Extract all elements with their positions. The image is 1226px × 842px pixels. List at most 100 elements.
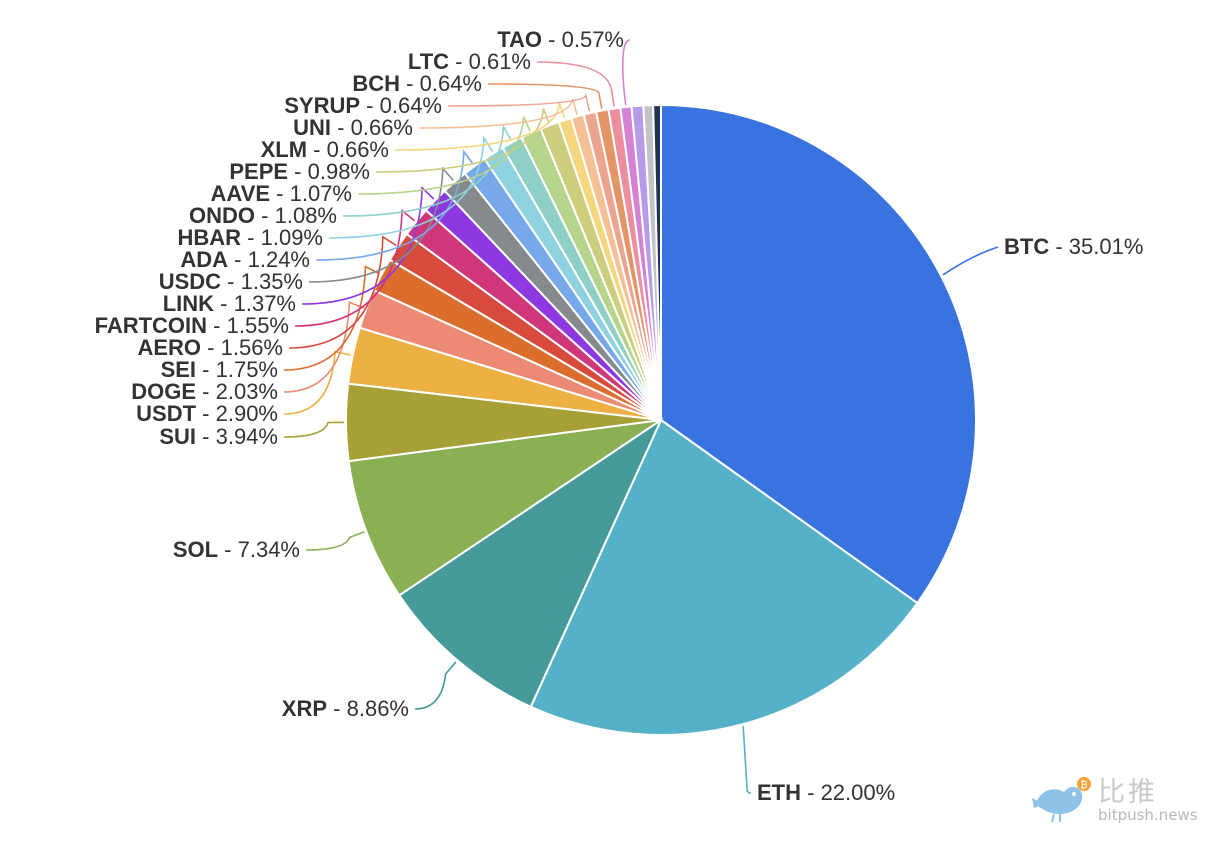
slice-label-name: PEPE (229, 159, 288, 184)
pie-slice-xrp (397, 417, 664, 709)
slice-label-name: DOGE (131, 379, 196, 404)
leader-lines (283, 39, 999, 794)
slice-label-value: 0.57% (562, 27, 624, 52)
slice-label-name: XRP (282, 696, 327, 721)
slice-label-separator: - (255, 203, 275, 228)
slice-label-name: TAO (497, 27, 542, 52)
slice-label-separator: - (201, 335, 221, 360)
slice-label-separator: - (288, 159, 308, 184)
slice-label-value: 1.08% (275, 203, 337, 228)
leader-line-ondo (342, 123, 512, 217)
slice-label-sui: SUI - 3.94% (159, 424, 278, 449)
slice-label-aero: AERO - 1.56% (137, 335, 283, 360)
slice-label-name: SOL (173, 537, 218, 562)
slice-label-name: BCH (352, 71, 400, 96)
slice-label-name: UNI (293, 115, 331, 140)
slice-label-name: AAVE (211, 181, 271, 206)
leader-line-ltc (536, 61, 615, 107)
slice-label-name: LTC (408, 49, 449, 74)
leader-line-pepe (375, 108, 550, 173)
slice-label-fartcoin: FARTCOIN - 1.55% (95, 313, 289, 338)
slice-label-value: 2.03% (216, 379, 278, 404)
pie-slice-sol (347, 419, 662, 597)
slice-label-separator: - (307, 137, 327, 162)
slice-label-hbar: HBAR - 1.09% (177, 225, 323, 250)
leader-line-doge (283, 301, 365, 393)
slice-label-value: 1.24% (248, 247, 310, 272)
slice-label-separator: - (221, 269, 241, 294)
slice-label-value: 0.98% (308, 159, 370, 184)
slice-label-xlm: XLM - 0.66% (261, 137, 389, 162)
slice-label-separator: - (331, 115, 351, 140)
slice-label-ltc: LTC - 0.61% (408, 49, 531, 74)
slice-label-uni: UNI - 0.66% (293, 115, 413, 140)
leader-line-xlm (394, 102, 566, 151)
leader-line-sol (305, 531, 365, 551)
slice-label-name: SYRUP (284, 93, 360, 118)
slice-label-value: 1.09% (261, 225, 323, 250)
slice-label-value: 3.94% (216, 424, 278, 449)
slice-label-bch: BCH - 0.64% (352, 71, 482, 96)
slice-label-separator: - (228, 247, 248, 272)
slice-label-separator: - (218, 537, 238, 562)
slice-label-tao: TAO - 0.57% (497, 27, 624, 52)
leader-line-sei (283, 265, 381, 371)
slice-label-ondo: ONDO - 1.08% (189, 203, 337, 228)
slice-label-link: LINK - 1.37% (163, 291, 296, 316)
leader-line-link (301, 186, 435, 305)
slice-label-value: 1.55% (227, 313, 289, 338)
leader-line-uni (418, 98, 578, 129)
slice-label-value: 0.64% (420, 71, 482, 96)
slice-label-ada: ADA - 1.24% (180, 247, 310, 272)
slice-label-separator: - (1049, 234, 1069, 259)
slice-label-value: 22.00% (821, 780, 896, 805)
slice-label-name: ONDO (189, 203, 255, 228)
slice-label-separator: - (196, 424, 216, 449)
leader-line-aave (357, 116, 531, 195)
slice-label-separator: - (196, 401, 216, 426)
leader-line-sui (283, 421, 345, 438)
slice-label-usdt: USDT - 2.90% (136, 401, 278, 426)
slice-label-value: 0.64% (380, 93, 442, 118)
slice-label-value: 7.34% (238, 537, 300, 562)
slice-label-name: USDC (159, 269, 221, 294)
slice-label-btc: BTC - 35.01% (1004, 234, 1143, 259)
slice-label-syrup: SYRUP - 0.64% (284, 93, 442, 118)
leader-line-usdc (308, 166, 454, 283)
slice-label-name: BTC (1004, 234, 1049, 259)
slice-label-usdc: USDC - 1.35% (159, 269, 303, 294)
watermark-domain: bitpush.news (1098, 806, 1198, 824)
slice-label-separator: - (214, 291, 234, 316)
slice-label-value: 0.66% (351, 115, 413, 140)
leader-line-btc (942, 246, 999, 276)
bitpush-watermark: ₿ 比推 bitpush.news (1030, 770, 1210, 830)
slice-label-value: 1.56% (221, 335, 283, 360)
leader-line-eth (742, 726, 752, 794)
slice-label-value: 1.75% (216, 357, 278, 382)
pie-slice-eth (529, 418, 919, 736)
slice-label-sol: SOL - 7.34% (173, 537, 300, 562)
leader-line-xrp (414, 661, 457, 710)
slice-label-sei: SEI - 1.75% (161, 357, 278, 382)
slice-label-doge: DOGE - 2.03% (131, 379, 278, 404)
leader-line-fartcoin (294, 208, 416, 327)
bird-logo-icon: ₿ (1032, 777, 1091, 823)
slice-label-separator: - (196, 357, 216, 382)
slice-label-pepe: PEPE - 0.98% (229, 159, 370, 184)
slice-label-separator: - (400, 71, 420, 96)
slice-label-value: 1.35% (241, 269, 303, 294)
leader-line-hbar (328, 135, 494, 239)
slice-label-name: HBAR (177, 225, 241, 250)
slice-label-separator: - (327, 696, 347, 721)
slice-label-value: 0.61% (469, 49, 531, 74)
pie-slices (345, 103, 977, 736)
slice-label-value: 0.66% (327, 137, 389, 162)
slice-label-separator: - (449, 49, 469, 74)
slice-label-value: 2.90% (216, 401, 278, 426)
slice-label-name: LINK (163, 291, 214, 316)
leader-line-syrup (447, 92, 591, 112)
slice-label-name: AERO (137, 335, 201, 360)
slice-label-separator: - (241, 225, 261, 250)
watermark-title: 比推 (1098, 777, 1158, 808)
